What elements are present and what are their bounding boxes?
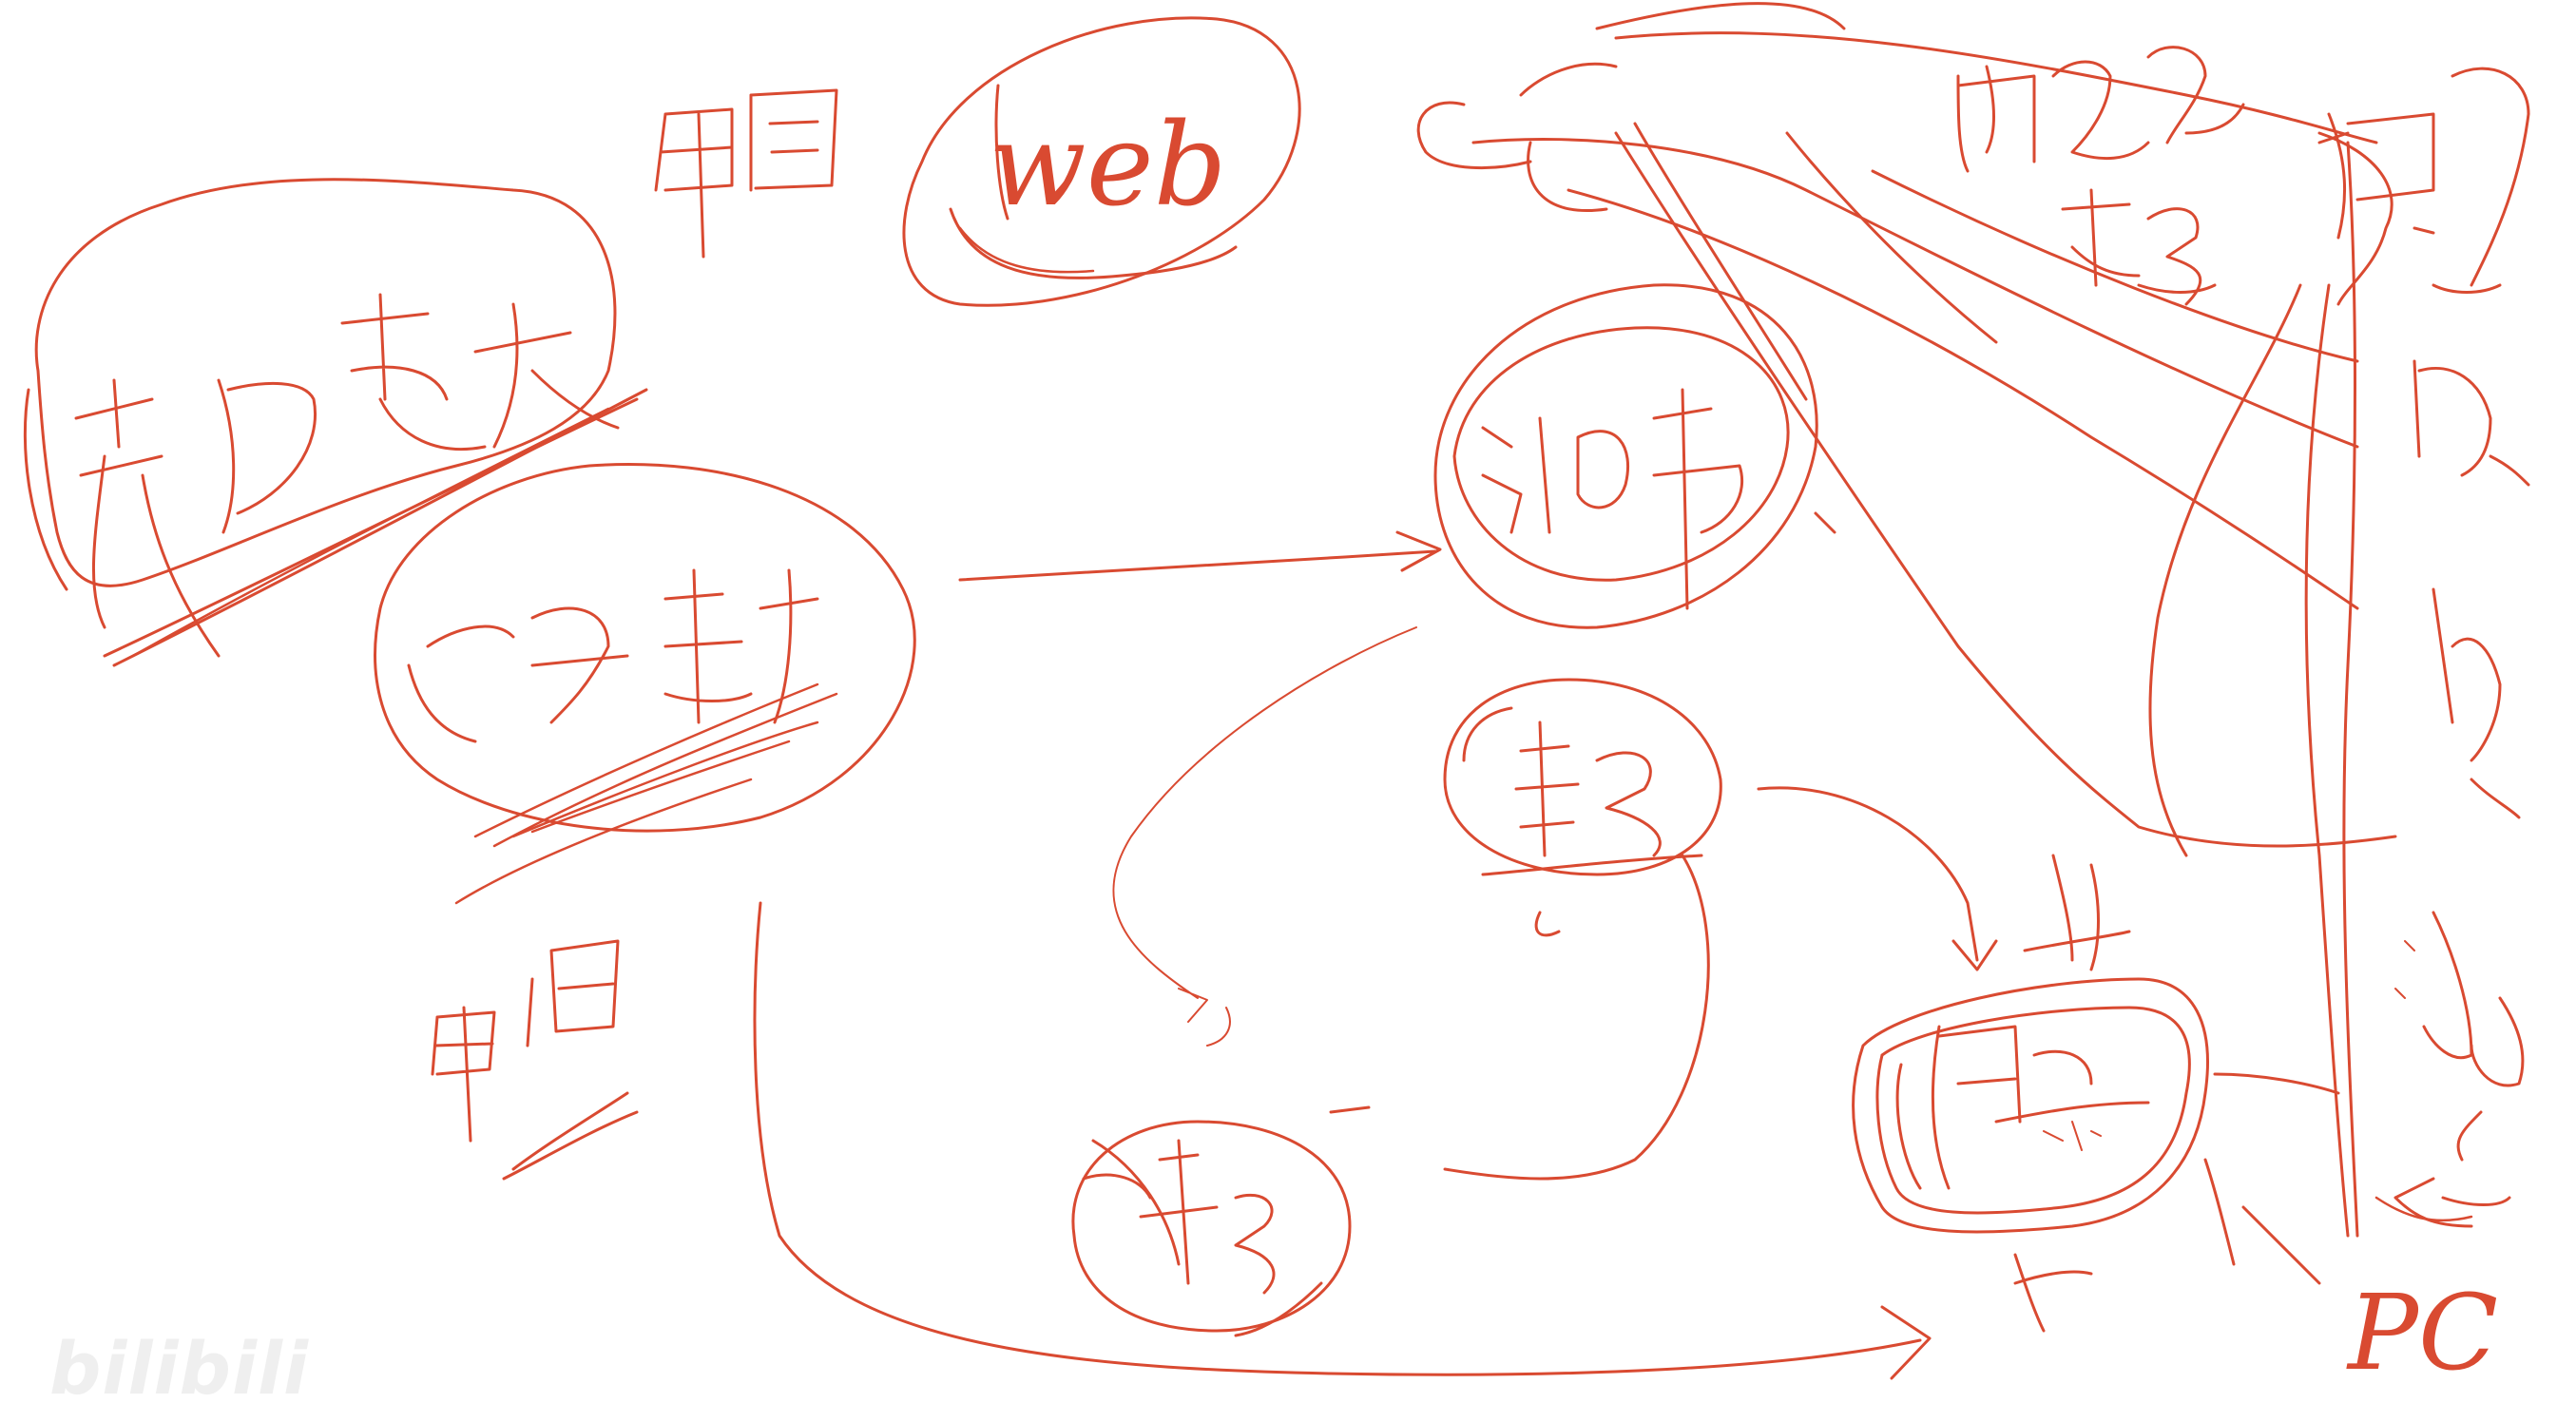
thin-curve-arrow	[1112, 626, 1417, 1047]
bilibili-watermark: bilibili	[32, 1319, 309, 1405]
bottom-right-box	[1852, 854, 2473, 1333]
struck-out-word-box	[23, 178, 648, 667]
handwritten-word-bottom-left	[431, 939, 639, 1181]
arrow-to-center-circle	[958, 530, 1442, 582]
top-right-loop-lines	[1416, 2, 2397, 848]
web-label: web	[989, 100, 1227, 232]
center-top-circle	[1433, 283, 1836, 629]
arrow-to-right-box	[1757, 786, 1998, 971]
bottom-long-arrow	[753, 901, 1932, 1380]
web-bubble: web	[902, 16, 1301, 307]
top-right-words	[1956, 46, 2245, 306]
bottom-small-circle	[1071, 1105, 1371, 1337]
curve-from-center-circle	[1443, 854, 1710, 1181]
right-vertical-bar	[2148, 131, 2415, 1238]
center-small-circle	[1443, 678, 1722, 937]
pc-label: PC	[2346, 1272, 2498, 1393]
struck-out-circle	[374, 463, 916, 905]
bilibili-logo: bilibili	[49, 1326, 310, 1411]
right-column-words	[2317, 67, 2530, 1228]
pc-label-group: PC	[2346, 1272, 2498, 1393]
handwritten-word-top-left	[654, 88, 838, 259]
